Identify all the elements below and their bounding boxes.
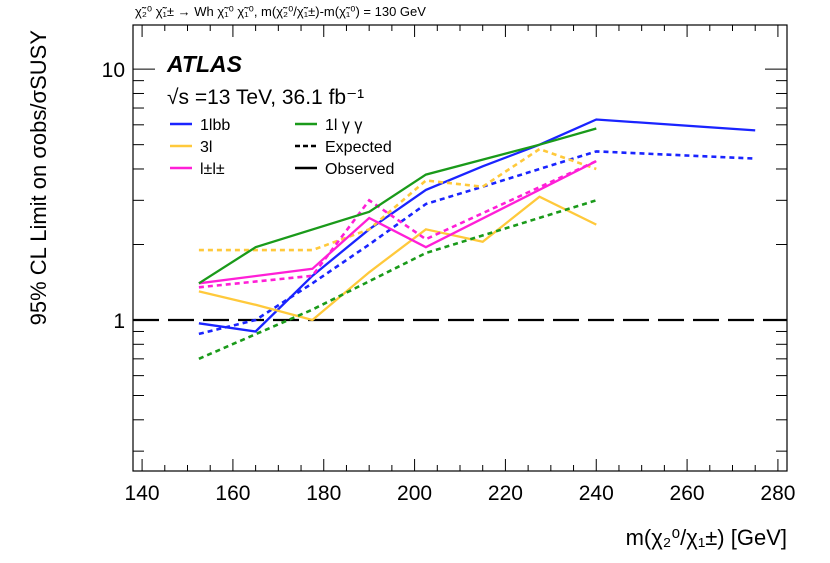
series-layer [198,118,756,360]
x-tick-label-140: 140 [125,482,160,505]
x-axis-label: m(χ₂⁰/χ₁±) [GeV] [626,525,787,550]
series-ll-expected [198,159,597,289]
legend-label-1: 3l [200,139,212,156]
series-3l-observed [198,195,597,322]
legend-label-4: Expected [325,139,392,156]
x-tick-label-160: 160 [215,482,250,505]
legend-label-2: l±l± [200,161,225,178]
series-1l-observed [198,127,597,285]
x-tick-label-220: 220 [488,482,523,505]
legend: 1lbb 3l l±l± 1l γ γ Expected Observed [170,117,394,178]
x-tick-label-180: 180 [306,482,341,505]
series-1lbb-observed [198,118,756,333]
legend-label-3: 1l γ γ [325,117,362,134]
y-axis-label: 95% CL Limit on σobs/σSUSY [26,30,51,326]
y-tick-label-10: 10 [102,59,125,82]
legend-label-0: 1lbb [200,117,230,134]
series-1lbb-expected [198,150,756,336]
x-tick-label-240: 240 [579,482,614,505]
energy-label: √s =13 TeV, 36.1 fb⁻¹ [167,86,364,109]
legend-label-5: Observed [325,161,394,178]
series-3l-expected [198,147,597,252]
y-tick-label-1: 1 [113,310,125,333]
top-caption: χ̃₂⁰ χ̃₁± → Wh χ̃₁⁰ χ̃₁⁰, m(χ̃₂⁰/χ̃₁±)-m… [135,4,426,19]
series-ll-observed [198,160,597,285]
x-tick-label-260: 260 [670,482,705,505]
x-tick-label-200: 200 [397,482,432,505]
experiment-label: ATLAS [166,51,243,77]
axis-ticks: 140 160 180 200 220 240 260 280 1 10 [102,25,795,505]
x-tick-label-280: 280 [760,482,795,505]
